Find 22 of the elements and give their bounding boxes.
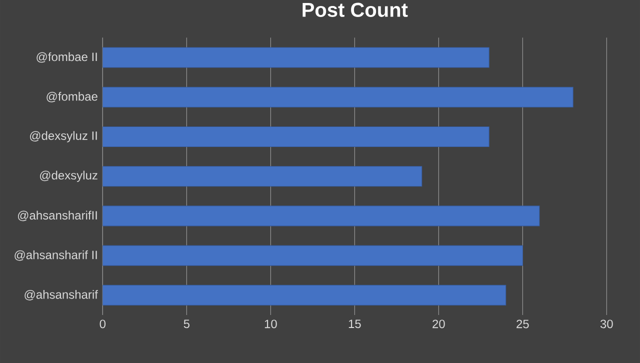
- bar: [102, 284, 506, 306]
- y-tick-label: @dexsyluz II: [30, 131, 97, 142]
- y-tick-label: @fombae II: [36, 52, 97, 63]
- y-tick-label: @ahsansharif II: [14, 250, 97, 261]
- bar: [102, 245, 523, 266]
- bar: [102, 86, 574, 108]
- x-tick-label: 0: [100, 320, 106, 328]
- x-tick-label: 25: [516, 320, 529, 328]
- chart-title: Post Count: [302, 2, 408, 17]
- bar: [102, 166, 422, 187]
- bar: [102, 206, 540, 226]
- x-tick-label: 15: [348, 320, 361, 328]
- y-tick-label: @fombae: [46, 92, 98, 102]
- x-tick-label: 30: [600, 320, 613, 328]
- y-tick-label: @ahsansharif: [24, 290, 98, 300]
- bar: [102, 126, 490, 147]
- x-tick-label: 10: [264, 320, 277, 328]
- y-tick-label: @dexsyluz: [40, 170, 98, 182]
- x-tick-label: 5: [184, 320, 190, 328]
- y-tick-label: @ahsansharifII: [18, 210, 97, 222]
- x-tick-label: 20: [432, 320, 445, 328]
- bar: [102, 47, 490, 68]
